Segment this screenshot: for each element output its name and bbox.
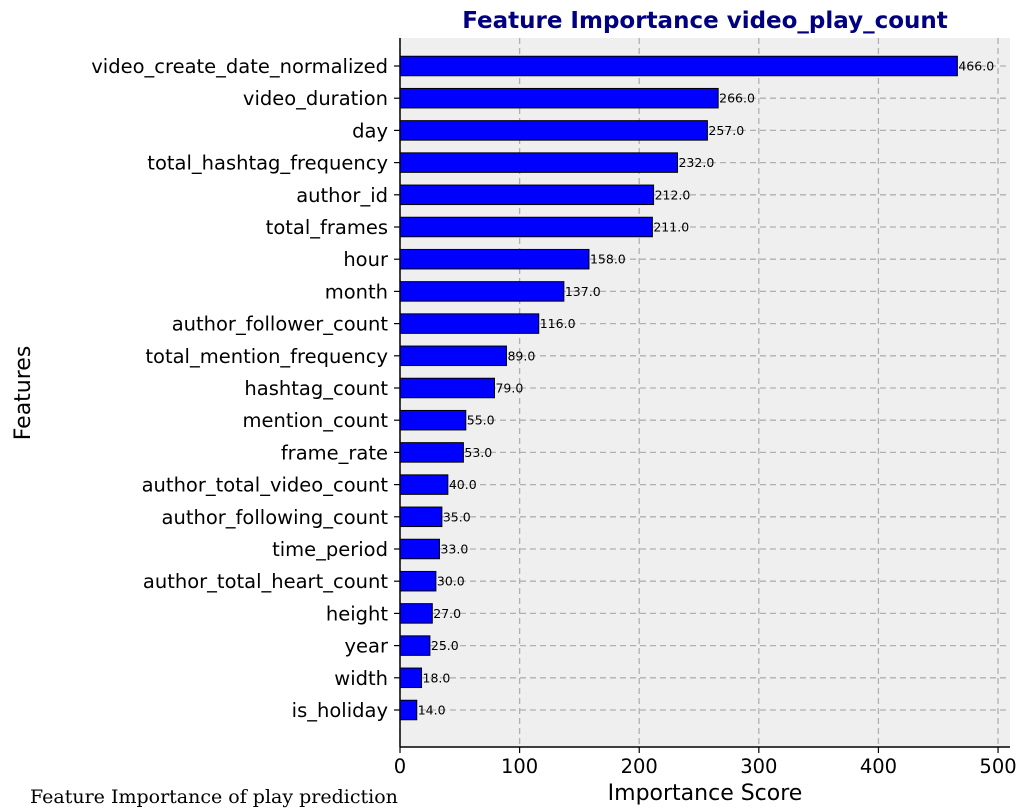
bar bbox=[399, 377, 495, 399]
bar bbox=[399, 55, 958, 77]
bar bbox=[399, 603, 433, 624]
category-label: year bbox=[344, 635, 388, 658]
bar bbox=[399, 570, 437, 592]
value-label: 137.0 bbox=[565, 284, 601, 299]
x-tick-label: 200 bbox=[621, 755, 658, 778]
value-label: 14.0 bbox=[418, 703, 446, 718]
value-label: 40.0 bbox=[449, 477, 477, 492]
category-label: time_period bbox=[272, 538, 388, 561]
value-label: 25.0 bbox=[431, 638, 459, 653]
y-axis-label: Features bbox=[11, 346, 36, 441]
value-label: 116.0 bbox=[540, 316, 576, 331]
category-label: height bbox=[326, 602, 389, 625]
category-label: video_duration bbox=[243, 87, 388, 110]
value-label: 466.0 bbox=[958, 59, 994, 74]
category-label: hashtag_count bbox=[244, 377, 388, 400]
category-label: width bbox=[334, 667, 388, 690]
bar bbox=[399, 87, 719, 109]
axes bbox=[394, 38, 1010, 753]
value-label: 53.0 bbox=[464, 445, 492, 460]
category-label: day bbox=[352, 119, 388, 142]
category-label: hour bbox=[343, 248, 389, 271]
value-label: 27.0 bbox=[433, 606, 461, 621]
value-label: 30.0 bbox=[437, 574, 465, 589]
category-label: video_create_date_normalized bbox=[91, 55, 388, 78]
value-label: 232.0 bbox=[678, 155, 714, 170]
bar bbox=[399, 538, 440, 560]
value-label: 89.0 bbox=[507, 348, 535, 363]
value-label: 33.0 bbox=[440, 542, 468, 557]
x-tick-label: 400 bbox=[860, 755, 897, 778]
chart-title: Feature Importance video_play_count bbox=[462, 8, 948, 34]
figure-caption: Feature Importance of play prediction bbox=[30, 786, 398, 808]
value-label: 79.0 bbox=[495, 381, 523, 396]
bar bbox=[399, 120, 708, 141]
value-label: 18.0 bbox=[423, 670, 451, 685]
x-tick-label: 100 bbox=[501, 755, 538, 778]
bar bbox=[399, 248, 590, 270]
bar bbox=[399, 184, 655, 206]
bar bbox=[399, 667, 423, 689]
value-label: 211.0 bbox=[653, 220, 689, 235]
category-label: total_hashtag_frequency bbox=[147, 152, 388, 175]
category-label: is_holiday bbox=[292, 699, 388, 722]
bar bbox=[399, 474, 449, 495]
category-label: author_total_video_count bbox=[142, 474, 389, 497]
bar bbox=[399, 345, 507, 367]
category-label: total_mention_frequency bbox=[145, 345, 388, 368]
category-label: author_following_count bbox=[162, 506, 389, 529]
bar bbox=[399, 216, 653, 238]
value-label: 35.0 bbox=[443, 509, 471, 524]
x-tick-label: 500 bbox=[979, 755, 1016, 778]
bar bbox=[399, 313, 540, 334]
value-label: 55.0 bbox=[467, 413, 495, 428]
category-label: mention_count bbox=[243, 409, 389, 432]
category-label: author_id bbox=[296, 184, 388, 207]
labels: video_create_date_normalized 466.0 video_d… bbox=[91, 55, 1016, 778]
value-label: 257.0 bbox=[708, 123, 744, 138]
bar bbox=[399, 442, 464, 463]
category-label: author_total_heart_count bbox=[143, 570, 388, 593]
category-label: author_follower_count bbox=[172, 313, 389, 336]
bar bbox=[399, 506, 443, 528]
bar bbox=[399, 152, 678, 173]
bar bbox=[399, 281, 565, 302]
x-tick-label: 0 bbox=[394, 755, 406, 778]
value-label: 212.0 bbox=[655, 187, 691, 202]
value-label: 266.0 bbox=[719, 91, 755, 106]
bar bbox=[399, 699, 418, 721]
bar bbox=[399, 409, 467, 431]
category-label: total_frames bbox=[266, 216, 388, 239]
category-label: month bbox=[325, 280, 388, 303]
category-label: frame_rate bbox=[281, 441, 388, 464]
bar bbox=[399, 635, 431, 656]
value-label: 158.0 bbox=[590, 252, 626, 267]
x-axis-label: Importance Score bbox=[608, 781, 803, 806]
x-tick-label: 300 bbox=[740, 755, 777, 778]
